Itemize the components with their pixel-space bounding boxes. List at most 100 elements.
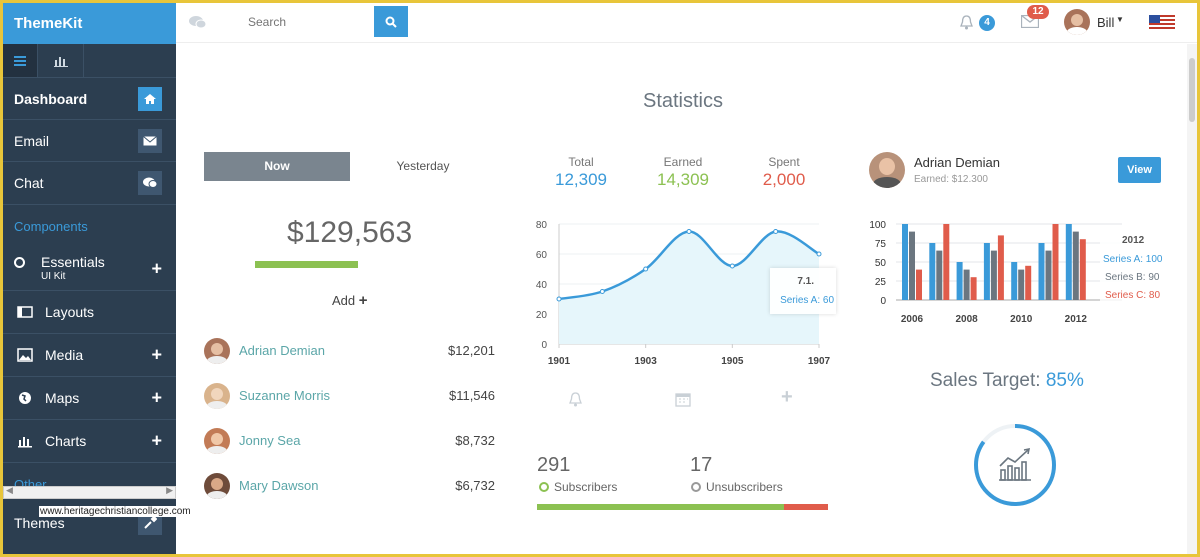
x-tick-label: 1905 [721,356,744,367]
menu-tab[interactable] [3,44,38,77]
bar [943,224,950,300]
stat-label: Earned [663,155,703,169]
layout-icon [17,306,33,318]
expand-plus-icon[interactable]: + [151,430,162,451]
bar [963,269,970,300]
person-name-link[interactable]: Jonny Sea [239,433,301,448]
chevron-down-icon[interactable]: ▼ [1116,15,1124,24]
data-point [773,229,779,234]
notification-badge: 4 [979,15,995,31]
person-amount: $11,546 [448,388,495,403]
expand-plus-icon[interactable]: + [151,258,162,279]
scroll-left-arrow[interactable]: ◀ [6,485,13,495]
avatar [204,383,230,409]
bar-chart-tooltip: 2012 Series A: 100 Series B: 90 Series C… [1100,230,1166,304]
bar [909,231,915,300]
sidebar-item-charts[interactable]: Charts + [3,420,176,463]
bar [1065,224,1072,300]
x-tick-label: 2008 [955,314,978,325]
plus-icon[interactable]: + [781,386,793,408]
y-tick-label: 0 [880,296,886,307]
profile-avatar [869,152,905,188]
expand-plus-icon[interactable]: + [151,387,162,408]
globe-icon [19,392,31,404]
sidebar-item-essentials[interactable]: Essentials UI Kit + [3,248,176,291]
brand-logo[interactable]: ThemeKit [3,3,176,44]
user-menu[interactable]: Bill [1097,15,1115,30]
chart-trend-icon [999,447,1031,481]
bar [990,250,997,300]
sidebar: ThemeKit Dashboard Email Chat Components… [3,3,192,554]
page-scrollbar[interactable] [1187,44,1197,554]
stat-value: 2,000 [762,170,806,189]
bell-icon[interactable] [568,391,583,407]
profile-earned: Earned: $12.300 [914,174,988,185]
sidebar-item-layouts[interactable]: Layouts [3,291,176,334]
sidebar-tabs [3,44,176,78]
sidebar-item-email[interactable]: Email [3,120,176,162]
y-tick-label: 50 [875,258,887,269]
chart-tooltip: 7.1. Series A: 60 [770,268,836,314]
sidebar-item-media[interactable]: Media + [3,334,176,377]
bar-chart-icon [18,437,32,448]
bar [1038,243,1045,300]
balance-progress-bar [255,261,358,268]
sidebar-item-dashboard[interactable]: Dashboard [3,78,176,120]
comment-icon [138,171,162,195]
person-amount: $12,201 [448,343,495,358]
watermark: www.heritagechristiancollege.com [39,506,192,517]
search-input[interactable] [248,8,368,36]
data-point [816,251,822,257]
comments-icon[interactable] [189,15,207,30]
y-tick-label: 100 [869,220,886,231]
bar [936,250,943,300]
bar [970,277,977,300]
y-tick-label: 20 [536,310,548,321]
scroll-right-arrow[interactable]: ▶ [166,485,173,495]
person-name-link[interactable]: Adrian Demian [239,343,325,358]
stats-tab[interactable] [38,44,84,77]
x-tick-label: 2006 [901,314,924,325]
sales-target: Sales Target: 85% [930,370,1084,391]
sidebar-item-chat[interactable]: Chat [3,162,176,205]
tab-yesterday[interactable]: Yesterday [396,159,450,173]
circle-icon [539,482,549,492]
search-button[interactable] [374,6,408,37]
flag-icon[interactable] [1149,15,1175,30]
view-button[interactable]: View [1118,157,1161,183]
bar [1025,265,1032,300]
avatar[interactable] [1064,9,1090,35]
tab-now[interactable]: Now [204,152,350,181]
x-tick-label: 2012 [1065,314,1088,325]
plus-icon: + [358,292,368,309]
subscribers-count: 291 [537,454,571,476]
unsubscribers-count: 17 [690,454,713,476]
add-button[interactable]: Add + [332,292,368,309]
bell-icon[interactable] [959,14,974,30]
calendar-icon[interactable] [675,391,691,407]
y-tick-label: 75 [875,239,887,250]
avatar [204,338,230,364]
person-name-link[interactable]: Suzanne Morris [239,388,331,403]
page-title: Statistics [642,90,724,112]
balance-amount: $129,563 [287,216,413,249]
expand-plus-icon[interactable]: + [151,344,162,365]
bar [956,262,963,300]
mail-badge: 12 [1027,5,1049,19]
home-icon [138,86,162,111]
person-name-link[interactable]: Mary Dawson [239,478,319,493]
data-point [556,296,562,302]
subscribers-ratio-fill [537,504,785,510]
bar [1052,224,1059,300]
sidebar-item-maps[interactable]: Maps + [3,377,176,420]
bar [929,243,936,300]
profile-name: Adrian Demian [914,155,1000,170]
y-tick-label: 60 [536,250,548,261]
bar [1045,250,1052,300]
scrollbar-thumb[interactable] [1189,58,1195,122]
search-icon [385,16,397,28]
sidebar-scrollbar[interactable]: ◀ ▶ [3,485,176,499]
bar-chart: 0 25 50 75 100 2006 2008 2010 2012 [869,220,1122,325]
subscribers-label: Subscribers [539,480,617,494]
bar-chart-icon [53,56,68,67]
